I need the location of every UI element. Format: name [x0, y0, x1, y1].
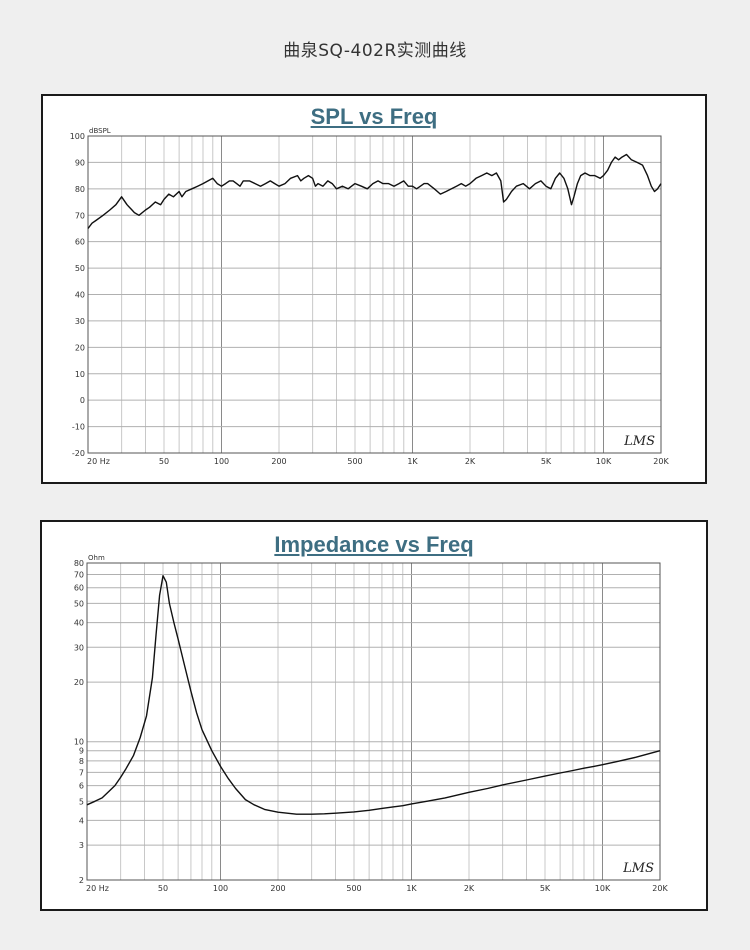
x-tick-label: 20 Hz [86, 884, 109, 893]
y-tick-label: 10 [74, 738, 84, 747]
x-tick-label: 500 [346, 884, 361, 893]
y-tick-label: 60 [75, 238, 85, 247]
x-tick-label: 1K [407, 457, 418, 466]
y-tick-label: 40 [74, 619, 84, 628]
y-tick-label: 0 [80, 396, 85, 405]
y-axis-unit-label: Ohm [88, 554, 105, 562]
x-tick-label: 5K [541, 457, 552, 466]
y-tick-label: 60 [74, 584, 84, 593]
spl-chart-panel: SPL vs Freq 100 90 80 70 60 50 40 30 20 10 0 -10 -20… [41, 94, 707, 484]
y-tick-label: 3 [79, 841, 84, 850]
plot-area-border [87, 135, 662, 454]
y-tick-label: 80 [75, 185, 85, 194]
y-tick-label: 4 [79, 816, 84, 825]
x-tick-label: 20K [652, 884, 668, 893]
y-tick-label: 6 [79, 782, 84, 791]
y-tick-label: 50 [74, 599, 84, 608]
y-tick-label: 70 [74, 570, 84, 579]
impedance-chart-title: Impedance vs Freq [274, 532, 474, 557]
x-tick-label: 2K [465, 457, 476, 466]
y-tick-label: 50 [75, 264, 85, 273]
x-tick-label: 20 Hz [87, 457, 110, 466]
page-title: 曲泉SQ-402R实测曲线 [283, 41, 467, 61]
series-line [86, 575, 661, 815]
x-tick-label: 200 [270, 884, 285, 893]
plot-area-border [86, 562, 661, 881]
y-tick-label: 2 [79, 876, 84, 885]
y-tick-label: 20 [74, 678, 84, 687]
x-tick-label: 10K [595, 884, 611, 893]
x-tick-label: 50 [158, 884, 168, 893]
spl-chart-title: SPL vs Freq [310, 104, 438, 129]
y-tick-label: 80 [74, 559, 84, 568]
y-tick-label: 40 [75, 291, 85, 300]
impedance-chart-panel: Impedance vs Freq 80 70 60 50 40 30 20 10 9 8 7 6 5 4… [40, 520, 708, 911]
y-tick-label: 70 [75, 211, 85, 220]
x-tick-label: 2K [464, 884, 475, 893]
x-tick-label: 50 [159, 457, 169, 466]
lms-watermark: LMS [623, 434, 655, 449]
y-tick-label: 30 [74, 643, 84, 652]
y-tick-label: 7 [79, 768, 84, 777]
y-tick-label: -10 [72, 423, 85, 432]
x-tick-label: 5K [540, 884, 551, 893]
y-axis-unit-label: dBSPL [89, 127, 111, 135]
y-tick-label: -20 [72, 449, 85, 458]
x-tick-label: 100 [214, 457, 229, 466]
x-tick-label: 1K [406, 884, 417, 893]
x-tick-label: 500 [347, 457, 362, 466]
y-tick-label: 30 [75, 317, 85, 326]
y-tick-label: 9 [79, 747, 84, 756]
lms-watermark: LMS [622, 861, 654, 876]
y-tick-label: 8 [79, 757, 84, 766]
x-tick-label: 200 [271, 457, 286, 466]
y-tick-label: 100 [70, 132, 85, 141]
y-tick-label: 20 [75, 343, 85, 352]
y-tick-label: 10 [75, 370, 85, 379]
x-tick-label: 20K [653, 457, 669, 466]
y-tick-label: 90 [75, 158, 85, 167]
x-tick-label: 10K [596, 457, 612, 466]
x-tick-label: 100 [213, 884, 228, 893]
y-tick-label: 5 [79, 797, 84, 806]
series-line [87, 153, 662, 229]
